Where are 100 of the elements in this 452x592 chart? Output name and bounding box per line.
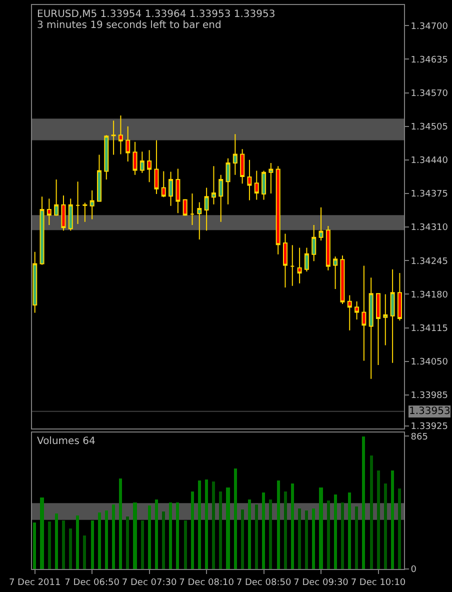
candlestick [204,187,209,232]
y-tick-label: 1.34700 [410,22,448,32]
bar [191,491,194,569]
bar [162,511,165,569]
bar [40,497,44,569]
y-tick-label: 1.34440 [410,156,448,166]
y-tick-label: 1.34115 [410,324,448,334]
x-tick-label: 7 Dec 09:30 [294,578,349,588]
bar [319,487,323,569]
candlestick [247,159,252,201]
candlestick [312,224,316,262]
x-tick-label: 7 Dec 10:10 [350,578,406,588]
y-tick-label: 1.34050 [410,357,448,368]
bar [327,500,330,569]
bar [48,521,51,569]
bar [219,491,222,569]
bar [377,470,380,569]
bar [355,506,358,569]
bar [69,528,72,569]
y-tick-label: 1.34570 [410,88,448,99]
candlestick [132,141,138,176]
bar [262,492,265,569]
candlestick [76,181,80,224]
candlestick [168,171,174,206]
candlestick [104,134,109,180]
bar [212,481,215,569]
bar [205,479,208,569]
candlestick [333,256,338,290]
bar [305,510,308,569]
candlestick [254,170,259,200]
candlestick [290,244,295,286]
y-tick-label: 1.33925 [410,422,448,432]
candlestick [161,170,166,198]
y-tick-label: 1.34635 [410,55,448,66]
candlestick [354,300,360,320]
bar [198,480,201,569]
y-tick-label: 1.34245 [410,256,448,267]
ref-line-label: 1.33953 [409,406,450,417]
bar [384,483,387,569]
bar [291,483,294,569]
candlestick [276,166,280,255]
candlestick [68,198,73,232]
bar [298,508,301,569]
bar [334,494,337,569]
bar [184,520,187,569]
x-tick-label: 7 Dec 08:10 [179,578,234,588]
candlestick [54,179,59,216]
candlestick [390,268,395,364]
chart-title: Volumes 64 [37,436,96,447]
candlestick [211,166,216,205]
candlestick [46,198,52,226]
candlestick [96,154,102,202]
bar [341,502,344,569]
candlestick [347,294,352,331]
bar [277,480,280,569]
bar [62,520,65,569]
y-tick-label: 1.34180 [410,290,448,300]
candlestick [397,272,402,322]
bar [348,492,351,569]
y-tick-label: 0 [410,565,417,576]
x-tick-label: 7 Dec 2011 [8,578,61,588]
bar [362,436,365,569]
bar [112,504,115,569]
bar [105,510,108,569]
bar [133,502,137,569]
bar [148,505,151,569]
candlestick [111,120,116,156]
bar [176,502,179,569]
bar [155,499,158,569]
bar [269,499,272,569]
candlestick [326,226,330,271]
bar [76,515,79,569]
candlestick [368,277,374,380]
bar [55,513,58,569]
candlestick [232,134,238,176]
candlestick [154,140,159,195]
bar [169,502,172,569]
candlestick [61,195,66,232]
y-tick-label: 1.34375 [410,190,448,200]
bar [91,520,94,569]
bar [284,491,287,569]
bar [391,470,394,569]
chart-title: EURUSD,M5 1.33954 1.33964 1.33953 1.33953 [37,9,276,20]
y-tick-label: 1.33985 [410,391,448,402]
y-tick-label: 1.34310 [410,223,448,234]
bar [33,522,36,569]
bar [119,478,122,569]
candlestick [140,151,144,174]
candlestick [297,247,302,284]
candlestick [147,150,152,183]
candlestick [383,294,388,346]
bar [226,487,230,569]
bar [241,509,244,569]
candlestick [197,202,202,240]
candlestick [218,174,224,222]
candlestick [32,251,38,314]
x-tick-label: 7 Dec 07:30 [122,578,177,588]
bar [126,516,129,569]
y-tick-label: 1.34505 [410,122,448,133]
bar [234,468,237,569]
